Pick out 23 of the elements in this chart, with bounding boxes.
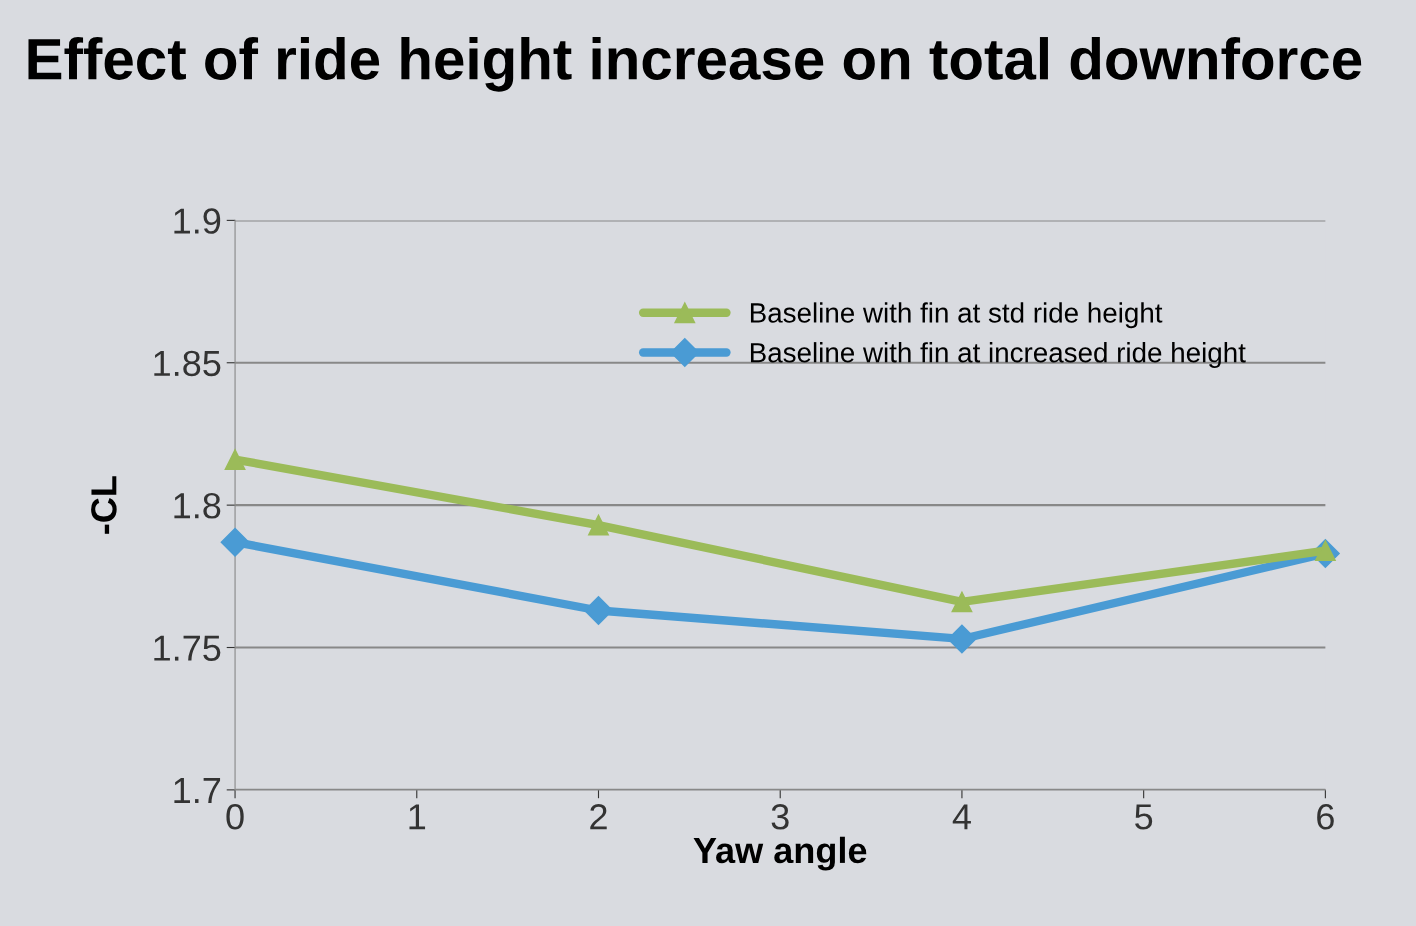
point	[220, 527, 250, 557]
point	[584, 596, 613, 625]
point	[588, 514, 609, 536]
y-tick-label: 1.8	[174, 493, 221, 519]
point	[224, 449, 246, 470]
point	[951, 591, 973, 613]
y-axis-title: -CL	[91, 476, 117, 534]
y-tick-label: 1.75	[154, 635, 221, 661]
x-tick-label: 3	[771, 804, 789, 830]
legend-label: Baseline with fin at increased ride height	[750, 342, 1246, 369]
legend-label: Baseline with fin at std ride height	[750, 302, 1163, 329]
x-axis-title: Yaw angle	[693, 836, 867, 871]
y-tick-label: 1.9	[174, 208, 221, 234]
point	[947, 624, 977, 654]
x-tick-label: 4	[952, 804, 971, 830]
x-tick-label: 2	[590, 804, 607, 830]
y-tick-label: 1.85	[154, 350, 221, 377]
x-tick-label: 5	[1135, 804, 1153, 830]
chart-title: Effect of ride height increase on total downforce	[28, 37, 1362, 92]
x-tick-label: 6	[1317, 804, 1334, 830]
y-tick-label: 1.7	[174, 778, 221, 803]
x-tick-label: 0	[226, 804, 244, 830]
x-tick-label: 1	[409, 804, 426, 830]
